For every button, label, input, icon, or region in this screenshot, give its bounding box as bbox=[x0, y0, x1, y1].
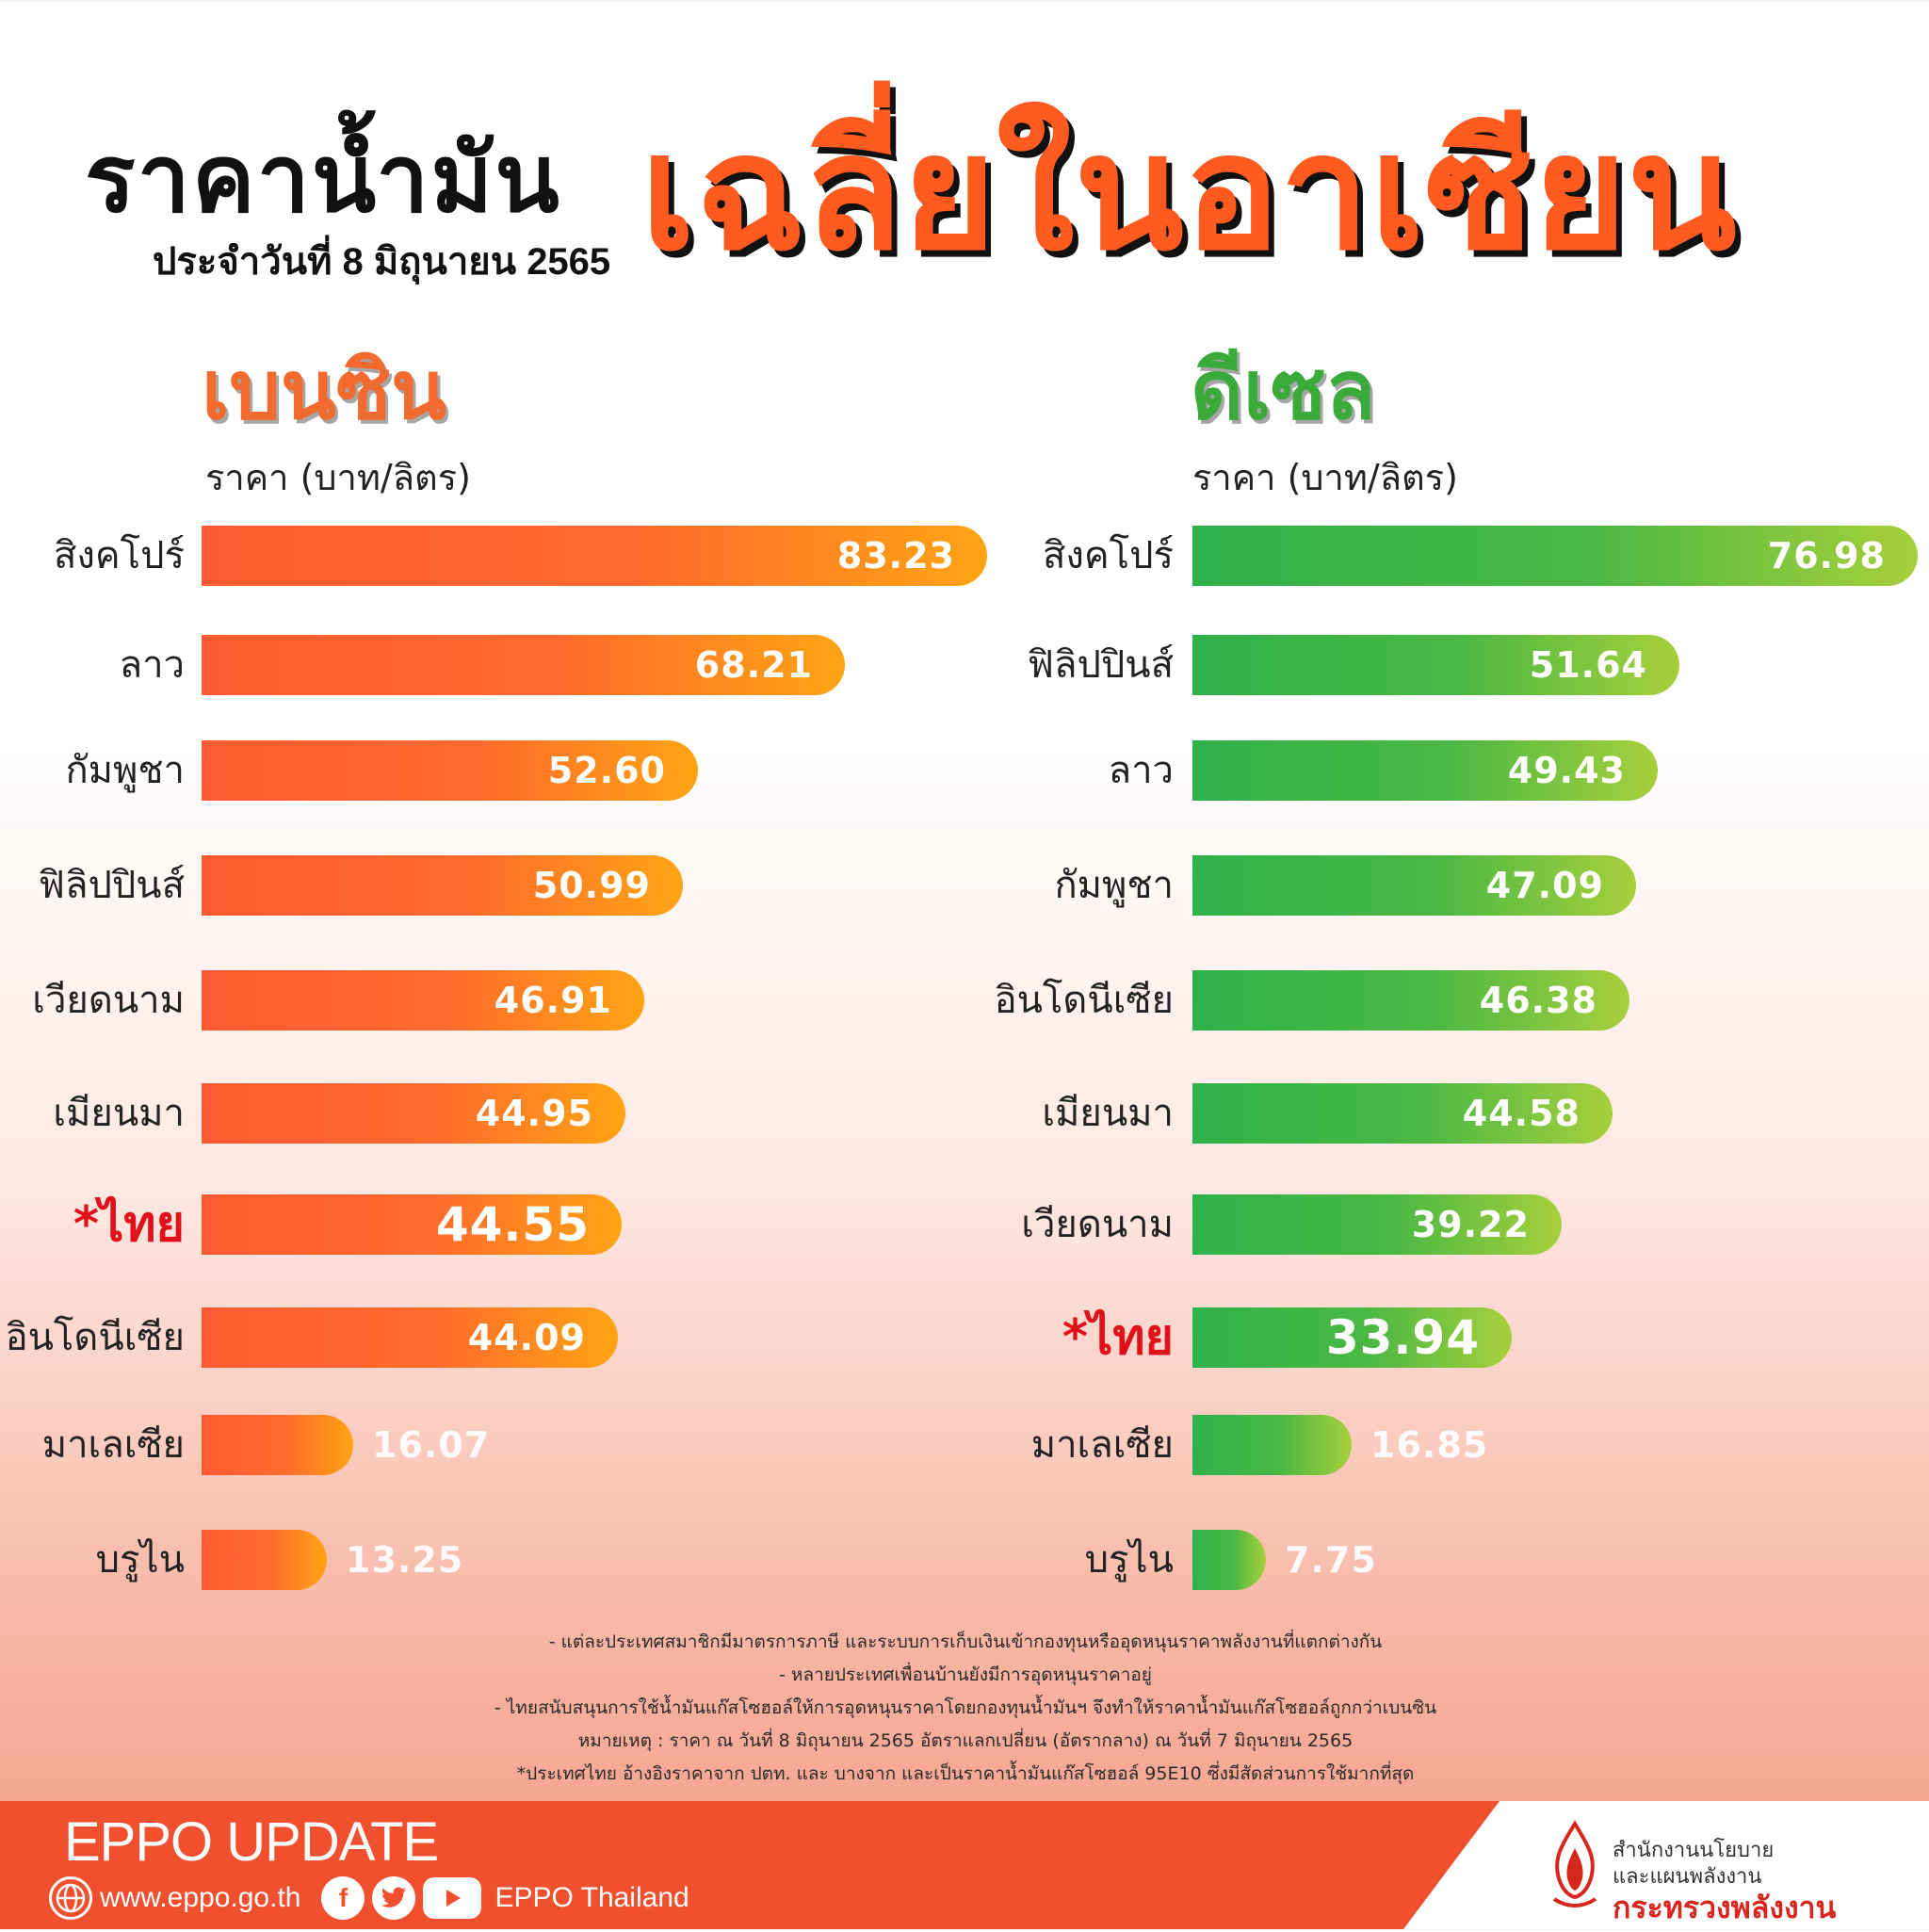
diesel-value-label: 49.43 bbox=[1507, 750, 1626, 791]
twitter-icon[interactable] bbox=[372, 1876, 416, 1920]
note-line: หมายเหตุ : ราคา ณ วันที่ 8 มิถุนายน 2565… bbox=[577, 1730, 1354, 1751]
benzin-value-label: 44.09 bbox=[467, 1317, 586, 1358]
benzin-value-label: 50.99 bbox=[532, 865, 651, 906]
benzin-bar bbox=[202, 1194, 622, 1255]
benzin-unit: ราคา (บาท/ลิตร) bbox=[205, 457, 471, 498]
diesel-value-label: 7.75 bbox=[1285, 1539, 1377, 1581]
social-row: www.eppo.go.th f EPPO Thailand bbox=[49, 1875, 689, 1922]
benzin-value-label: 44.95 bbox=[475, 1093, 593, 1134]
benzin-bar bbox=[202, 1083, 625, 1144]
benzin-bar bbox=[202, 1415, 353, 1475]
benzin-bar bbox=[202, 1307, 618, 1368]
diesel-category-label: *ไทย bbox=[1062, 1309, 1174, 1366]
diesel-bar bbox=[1192, 1415, 1352, 1475]
diesel-bar bbox=[1192, 1194, 1562, 1255]
benzin-value-label: 52.60 bbox=[547, 750, 666, 791]
diesel-value-label: 46.38 bbox=[1479, 980, 1597, 1021]
facebook-icon[interactable]: f bbox=[321, 1876, 365, 1920]
diesel-value-label: 76.98 bbox=[1767, 535, 1886, 576]
benzin-value-label: 44.55 bbox=[435, 1197, 590, 1252]
social-name[interactable]: EPPO Thailand bbox=[494, 1882, 689, 1913]
diesel-bar bbox=[1192, 635, 1679, 695]
benzin-category-label: มาเลเซีย bbox=[41, 1423, 185, 1467]
diesel-value-label: 16.85 bbox=[1370, 1424, 1489, 1466]
benzin-value-label: 16.07 bbox=[372, 1424, 491, 1466]
diesel-value-label: 39.22 bbox=[1411, 1204, 1530, 1245]
diesel-category-label: ฟิลิปปินส์ bbox=[1027, 643, 1174, 687]
diesel-category-label: เมียนมา bbox=[1042, 1092, 1174, 1135]
benzin-category-label: ฟิลิปปินส์ bbox=[38, 864, 185, 907]
diesel-category-label: สิงคโปร์ bbox=[1042, 534, 1174, 577]
diesel-category-label: ลาว bbox=[1108, 749, 1174, 792]
benzin-bar bbox=[202, 1530, 327, 1590]
benzin-bar bbox=[202, 740, 698, 801]
note-line: - แต่ละประเทศสมาชิกมีมาตรการภาษี และระบบ… bbox=[548, 1632, 1383, 1652]
diesel-unit: ราคา (บาท/ลิตร) bbox=[1192, 457, 1458, 498]
footnotes: - แต่ละประเทศสมาชิกมีมาตรการภาษี และระบบ… bbox=[283, 1626, 1648, 1791]
benzin-value-label: 13.25 bbox=[346, 1539, 464, 1581]
diesel-value-label: 47.09 bbox=[1485, 865, 1604, 906]
benzin-category-label: *ไทย bbox=[73, 1196, 185, 1253]
benzin-value-label: 46.91 bbox=[494, 980, 612, 1021]
benzin-title: เบนซิน bbox=[202, 344, 446, 438]
flame-logo-icon bbox=[1552, 1820, 1597, 1908]
benzin-bar bbox=[202, 526, 987, 586]
benzin-category-label: สิงคโปร์ bbox=[53, 534, 185, 577]
title-main: ราคาน้ำมัน bbox=[85, 123, 561, 234]
diesel-value-label: 44.58 bbox=[1462, 1093, 1580, 1134]
org-line-2: และแผนพลังงาน bbox=[1613, 1865, 1762, 1889]
benzin-category-label: อินโดนีเซีย bbox=[5, 1316, 185, 1359]
note-line: - ไทยสนับสนุนการใช้น้ำมันแก๊สโซฮอล์ให้กา… bbox=[494, 1697, 1437, 1718]
diesel-bar bbox=[1192, 1530, 1266, 1590]
diesel-category-label: บรูไน bbox=[1084, 1538, 1174, 1582]
benzin-category-label: เวียดนาม bbox=[32, 979, 185, 1022]
benzin-value-label: 68.21 bbox=[694, 644, 813, 686]
benzin-bar bbox=[202, 970, 644, 1031]
benzin-category-label: กัมพูชา bbox=[65, 749, 185, 792]
benzin-category-label: เมียนมา bbox=[53, 1092, 185, 1135]
ministry-name: กระทรวงพลังงาน bbox=[1613, 1890, 1837, 1925]
diesel-category-label: อินโดนีเซีย bbox=[994, 979, 1174, 1022]
diesel-bar bbox=[1192, 740, 1658, 801]
title-accent: เฉลี่ยในอาเซียน bbox=[640, 100, 1737, 286]
diesel-bar bbox=[1192, 855, 1636, 916]
diesel-bar bbox=[1192, 526, 1918, 586]
youtube-icon[interactable] bbox=[423, 1877, 482, 1919]
benzin-value-label: 83.23 bbox=[836, 535, 955, 576]
ministry-logo bbox=[1548, 1820, 1601, 1914]
diesel-category-label: กัมพูชา bbox=[1054, 864, 1174, 907]
diesel-category-label: มาเลเซีย bbox=[1030, 1423, 1174, 1467]
globe-icon bbox=[49, 1876, 92, 1920]
diesel-bar bbox=[1192, 970, 1629, 1031]
diesel-bar bbox=[1192, 1083, 1613, 1144]
note-line: *ประเทศไทย อ้างอิงราคาจาก ปตท. และ บางจา… bbox=[516, 1763, 1415, 1784]
benzin-bar bbox=[202, 635, 845, 695]
website-link[interactable]: www.eppo.go.th bbox=[100, 1882, 301, 1913]
diesel-value-label: 51.64 bbox=[1529, 644, 1647, 686]
eppo-update-brand: EPPO UPDATE bbox=[64, 1811, 439, 1873]
diesel-category-label: เวียดนาม bbox=[1021, 1203, 1174, 1246]
title-date: ประจำวันที่ 8 มิถุนายน 2565 bbox=[153, 241, 611, 283]
benzin-category-label: ลาว bbox=[119, 643, 185, 687]
benzin-category-label: บรูไน bbox=[95, 1538, 185, 1582]
note-line: - หลายประเทศเพื่อนบ้านยังมีการอุดหนุนราค… bbox=[779, 1664, 1152, 1685]
diesel-value-label: 33.94 bbox=[1325, 1310, 1480, 1365]
org-line-1: สำนักงานนโยบาย bbox=[1613, 1839, 1775, 1862]
benzin-bar bbox=[202, 855, 683, 916]
diesel-title: ดีเซล bbox=[1191, 344, 1376, 438]
diesel-bar bbox=[1192, 1307, 1512, 1368]
